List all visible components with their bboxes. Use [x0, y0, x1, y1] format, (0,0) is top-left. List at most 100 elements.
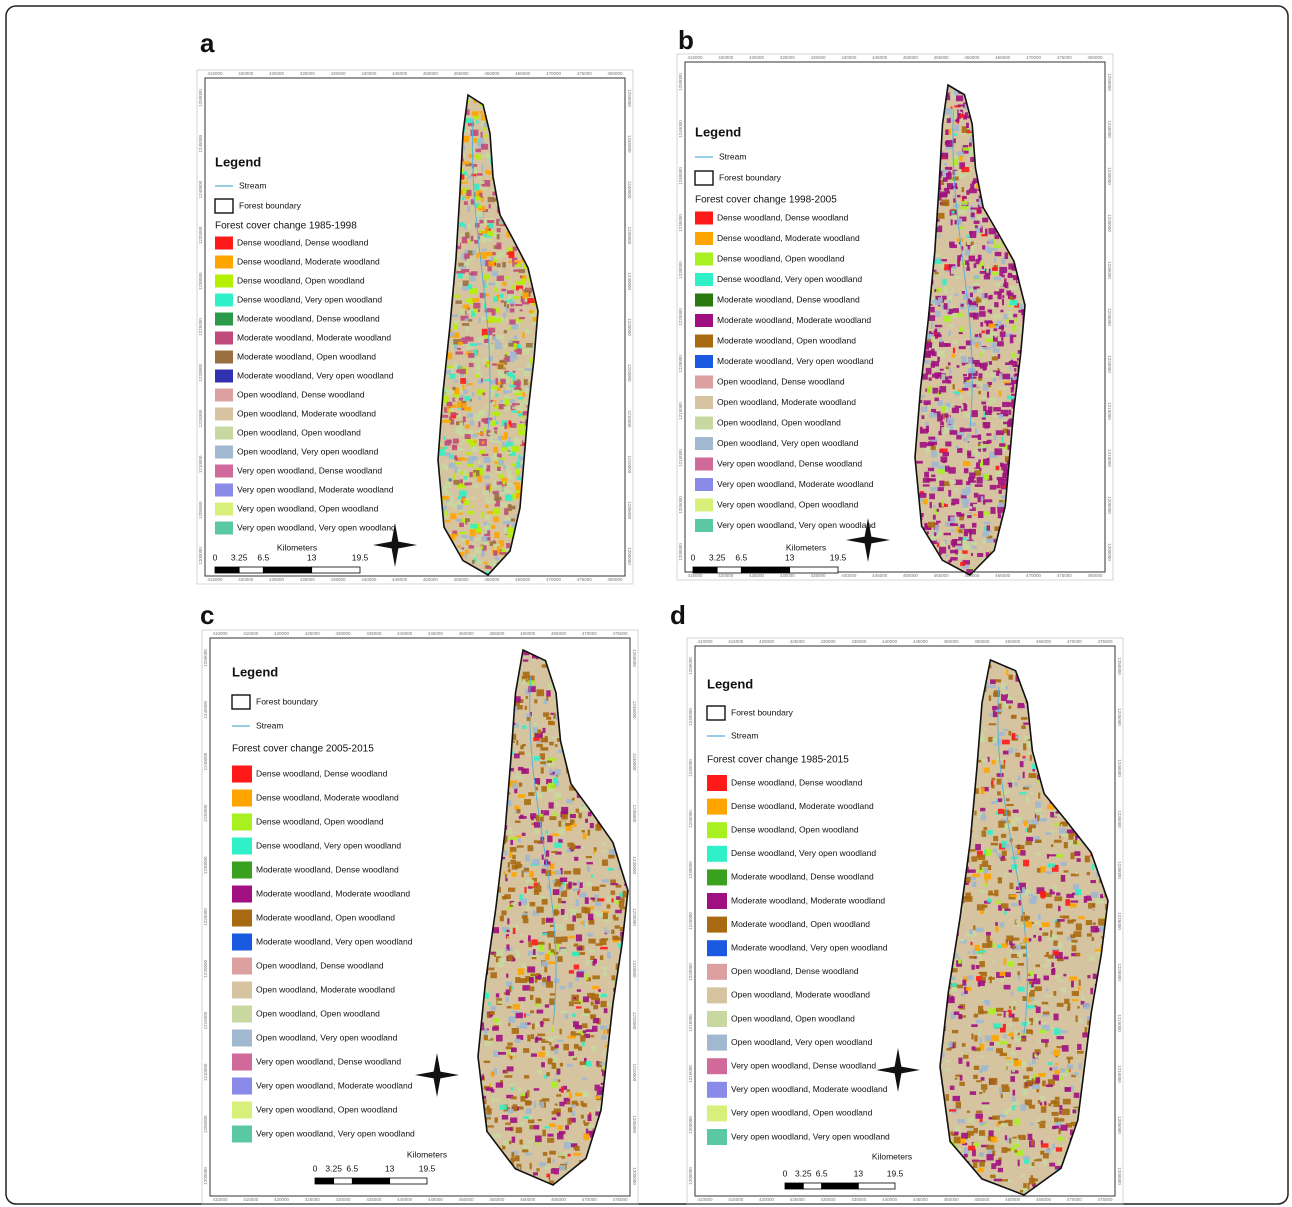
x-coord-label: 440000: [841, 55, 857, 60]
land-cover-patch: [499, 798, 502, 801]
land-cover-patch: [1065, 706, 1070, 713]
land-cover-patch: [552, 1081, 558, 1087]
land-cover-patch: [933, 270, 936, 272]
land-cover-patch: [451, 213, 457, 216]
land-cover-patch: [480, 252, 487, 259]
land-cover-patch: [941, 933, 947, 938]
land-cover-patch: [459, 104, 462, 107]
change-title: Forest cover change 2005-2015: [232, 744, 374, 755]
land-cover-patch: [987, 392, 989, 398]
land-cover-patch: [447, 233, 451, 239]
land-cover-patch: [1087, 721, 1093, 725]
land-cover-patch: [1023, 443, 1028, 448]
land-cover-patch: [465, 118, 472, 123]
land-cover-patch: [576, 934, 582, 941]
x-coord-label: 415000: [687, 573, 703, 578]
land-cover-patch: [522, 562, 524, 566]
legend-swatch: [215, 313, 233, 326]
land-cover-patch: [623, 841, 626, 843]
y-coord-label: 1220000: [198, 364, 203, 382]
land-cover-patch: [959, 332, 963, 334]
legend-title: Legend: [232, 664, 278, 679]
land-cover-patch: [491, 1072, 495, 1077]
land-cover-patch: [487, 1159, 494, 1163]
land-cover-patch: [948, 899, 951, 901]
land-cover-patch: [492, 1100, 499, 1103]
land-cover-patch: [965, 112, 968, 115]
land-cover-patch: [956, 488, 958, 493]
land-cover-patch: [1014, 106, 1017, 109]
land-cover-patch: [508, 251, 514, 258]
land-cover-patch: [503, 564, 507, 570]
land-cover-patch: [564, 733, 570, 738]
land-cover-patch: [1002, 561, 1009, 564]
land-cover-patch: [493, 745, 500, 750]
land-cover-patch: [512, 407, 516, 409]
land-cover-patch: [611, 780, 614, 784]
land-cover-patch: [452, 134, 455, 136]
land-cover-patch: [1034, 921, 1039, 924]
land-cover-patch: [494, 494, 498, 501]
land-cover-patch: [922, 330, 927, 332]
land-cover-patch: [996, 430, 1004, 435]
land-cover-patch: [500, 124, 506, 126]
land-cover-patch: [1013, 572, 1020, 575]
legend-class: Moderate woodland, Very open woodland: [237, 370, 394, 380]
land-cover-patch: [617, 701, 622, 707]
land-cover-patch: [1014, 190, 1021, 192]
land-cover-patch: [1014, 368, 1016, 371]
land-cover-patch: [559, 1102, 564, 1107]
land-cover-patch: [484, 824, 489, 830]
land-cover-patch: [527, 136, 531, 141]
land-cover-patch: [1087, 933, 1092, 936]
land-cover-patch: [1005, 414, 1008, 416]
scale-label: 0: [213, 552, 218, 562]
land-cover-patch: [554, 924, 561, 930]
land-cover-patch: [557, 678, 563, 682]
land-cover-patch: [1025, 363, 1031, 367]
land-cover-patch: [519, 524, 523, 528]
land-cover-patch: [537, 194, 543, 198]
land-cover-patch: [528, 424, 534, 431]
land-cover-patch: [1056, 707, 1060, 709]
land-cover-patch: [619, 1153, 624, 1156]
land-cover-patch: [516, 236, 519, 243]
land-cover-patch: [488, 261, 494, 266]
land-cover-patch: [506, 694, 511, 700]
land-cover-patch: [548, 683, 553, 690]
y-coord-label: 1210000: [203, 1063, 208, 1081]
y-coord-label: 1200000: [678, 543, 683, 561]
land-cover-patch: [484, 1035, 488, 1040]
land-cover-patch: [508, 800, 511, 806]
land-cover-patch: [978, 391, 981, 394]
land-cover-patch: [485, 406, 489, 408]
land-cover-patch: [1070, 903, 1077, 907]
land-cover-patch: [965, 249, 970, 255]
land-cover-patch: [560, 877, 567, 882]
land-cover-patch: [503, 212, 506, 218]
land-cover-patch: [535, 476, 541, 483]
legend-item: Forest boundary: [256, 696, 319, 706]
land-cover-patch: [501, 675, 506, 677]
land-cover-patch: [611, 1134, 616, 1140]
land-cover-patch: [1019, 428, 1023, 431]
land-cover-patch: [591, 791, 595, 794]
land-cover-patch: [585, 755, 587, 761]
land-cover-patch: [583, 996, 589, 1002]
land-cover-patch: [922, 131, 925, 134]
land-cover-patch: [515, 977, 520, 983]
land-cover-patch: [565, 1013, 569, 1019]
land-cover-patch: [539, 944, 544, 951]
y-coord-label: 1205000: [688, 1116, 693, 1134]
land-cover-patch: [612, 1120, 617, 1123]
x-coord-label: 475000: [577, 71, 593, 76]
land-cover-patch: [1000, 310, 1003, 312]
land-cover-patch: [455, 123, 460, 126]
y-coord-label: 1245000: [678, 120, 683, 138]
land-cover-patch: [572, 1056, 577, 1058]
land-cover-patch: [1002, 541, 1005, 546]
land-cover-patch: [1084, 792, 1091, 797]
land-cover-patch: [932, 299, 937, 303]
land-cover-patch: [533, 949, 536, 955]
land-cover-patch: [608, 716, 610, 719]
